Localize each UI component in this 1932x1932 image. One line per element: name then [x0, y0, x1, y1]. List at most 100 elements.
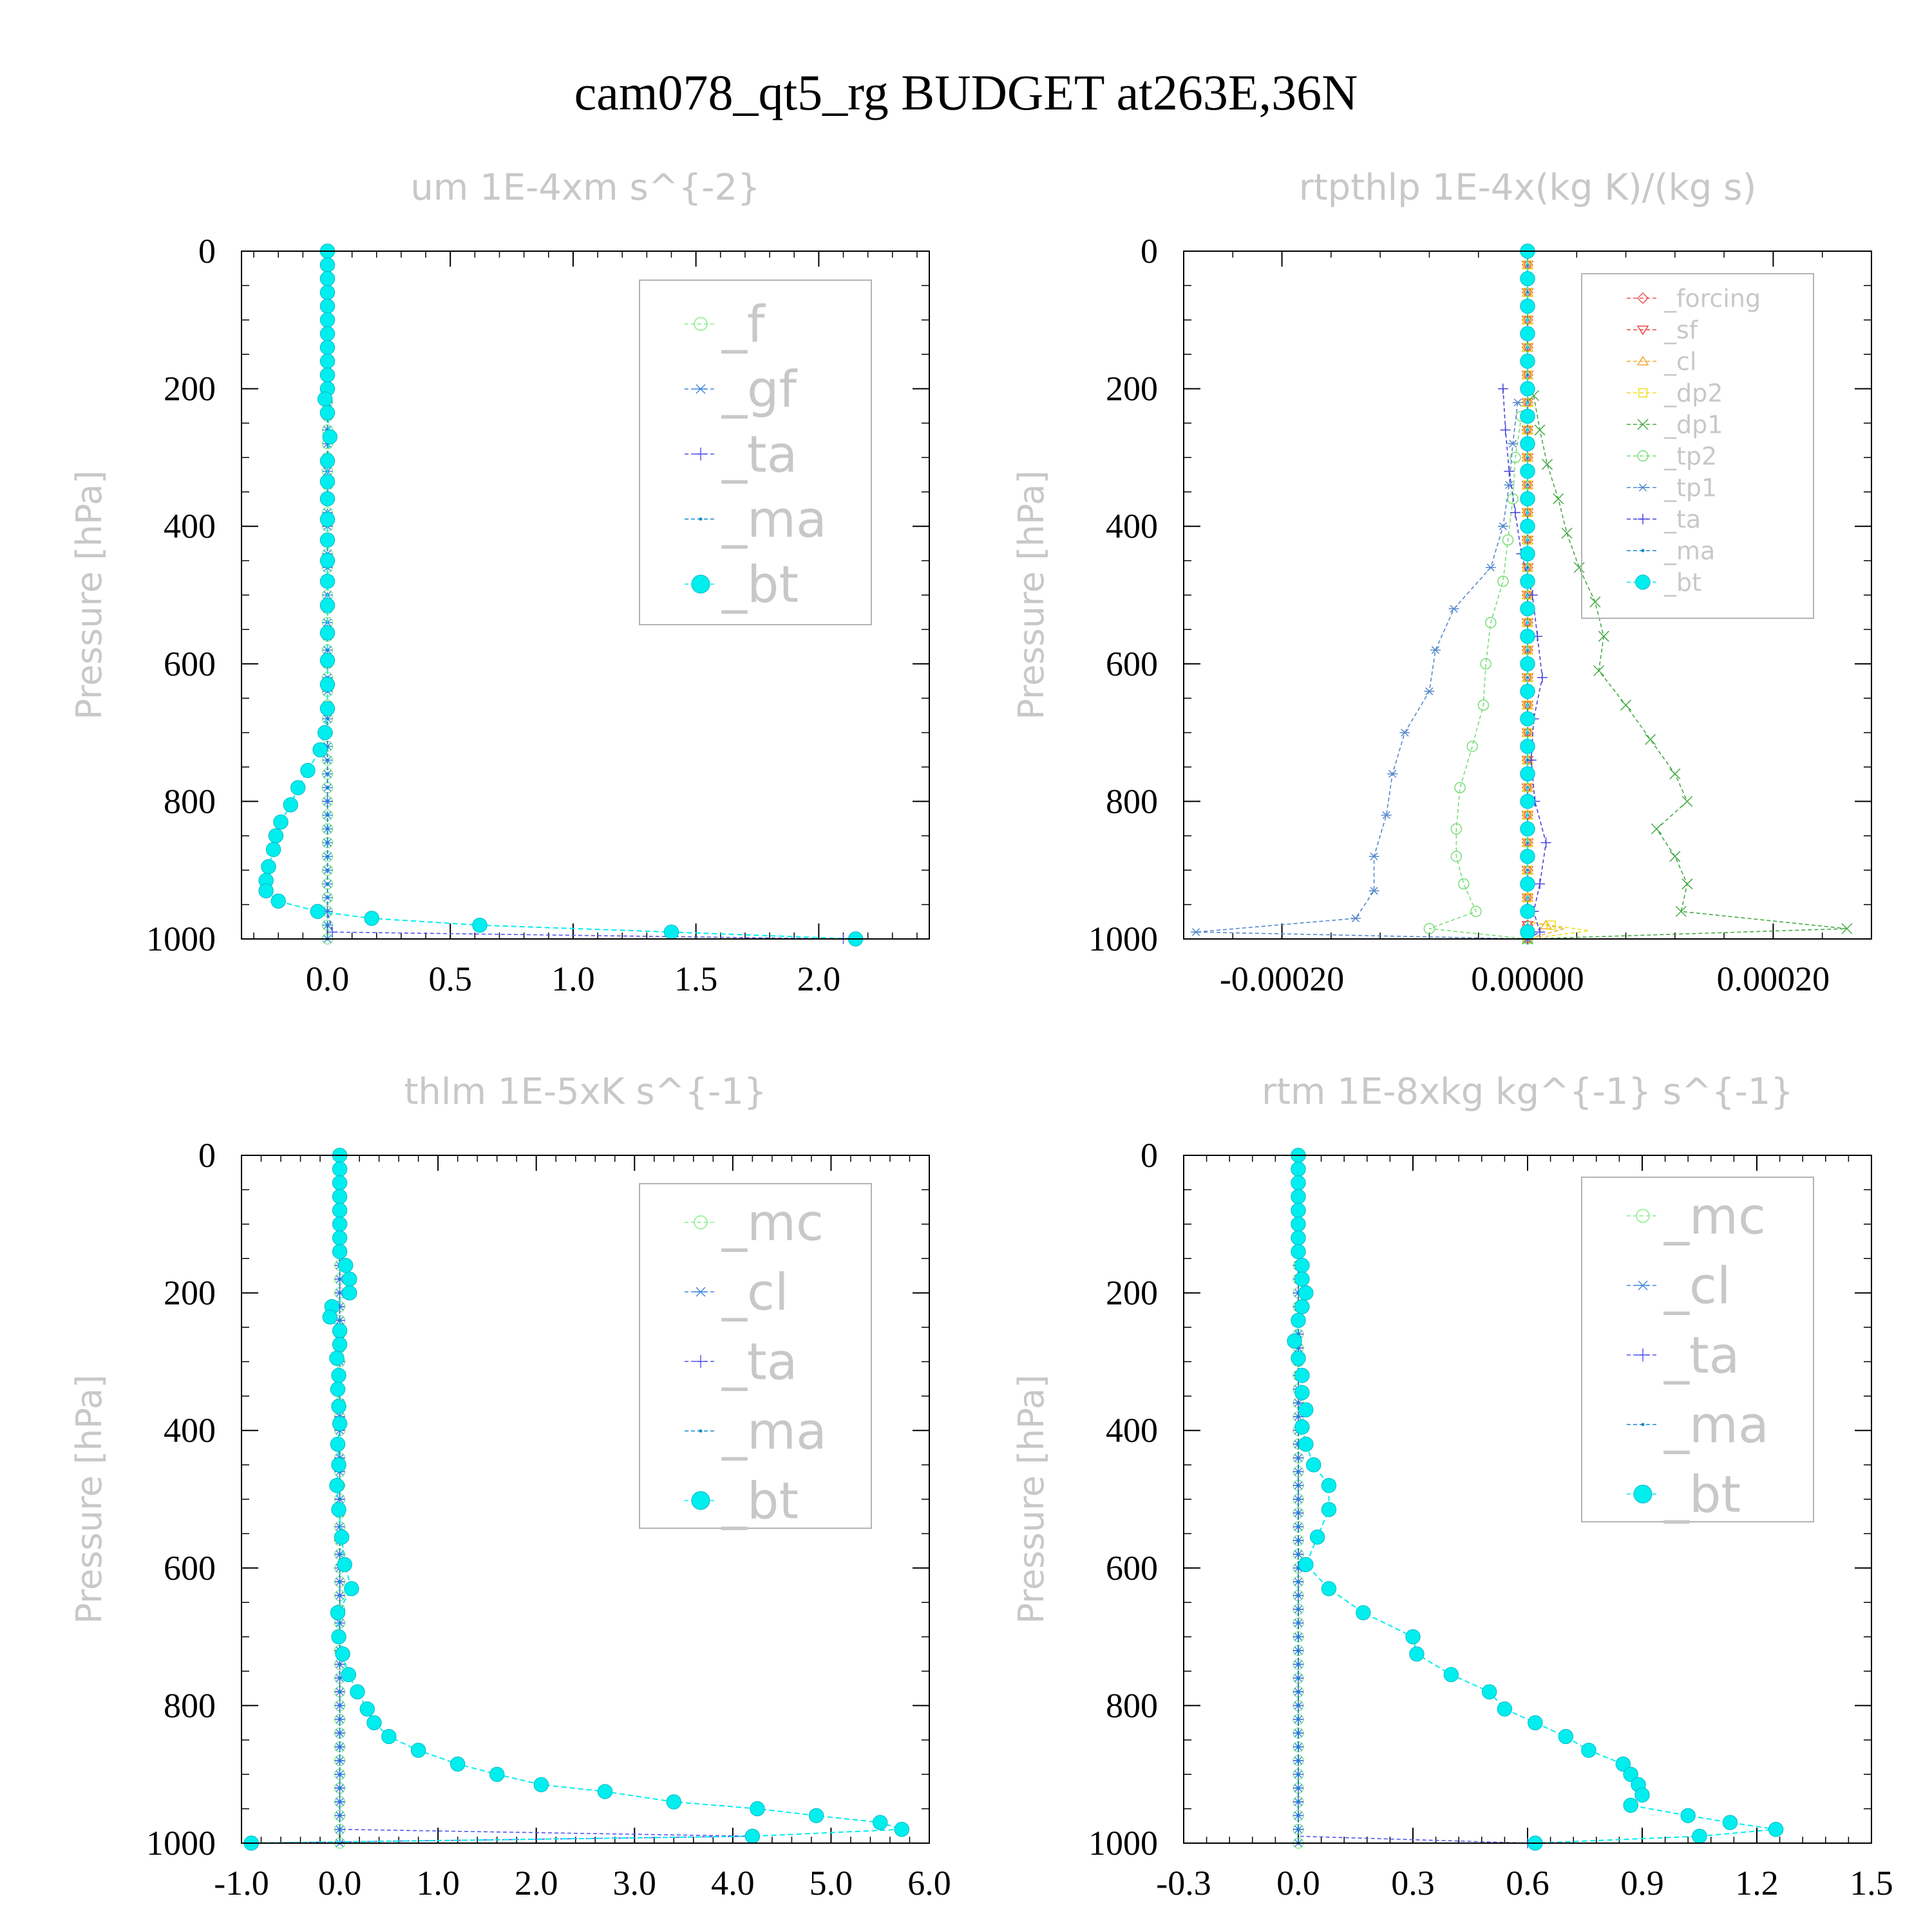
legend-item: _ma	[1627, 536, 1715, 565]
data-point	[338, 1318, 342, 1322]
series-line	[1196, 402, 1528, 940]
data-point	[1520, 546, 1535, 562]
y-tick-label: 200	[1106, 370, 1158, 408]
data-point	[319, 339, 336, 355]
legend-item: _bt	[685, 556, 799, 614]
data-point	[1296, 1800, 1300, 1804]
data-point	[270, 893, 286, 909]
data-point	[1485, 564, 1496, 572]
data-point	[338, 1621, 342, 1625]
data-point	[319, 532, 336, 548]
legend-marker	[1633, 1484, 1653, 1504]
data-point	[1321, 1477, 1337, 1493]
legend-item: _cl	[1627, 347, 1696, 375]
panel-2: rtpthlp 1E-4x(kg K)/(kg s) Pressure [hPa]…	[1011, 167, 1872, 998]
data-point	[1291, 1312, 1306, 1329]
data-point	[332, 1161, 348, 1177]
data-point	[1485, 616, 1497, 629]
legend-label: _mc	[1663, 1188, 1766, 1245]
y-tick-label: 400	[1106, 1411, 1158, 1450]
data-point	[342, 1285, 357, 1301]
x-tick-label: 0.0	[1276, 1864, 1320, 1902]
data-point	[366, 1715, 382, 1730]
data-point	[338, 1277, 342, 1281]
data-point	[750, 1801, 765, 1817]
data-point	[1520, 683, 1535, 699]
legend-item: _ta	[685, 1333, 797, 1391]
legend-marker	[691, 574, 710, 594]
legend-box	[1581, 1177, 1814, 1522]
data-point	[332, 1189, 348, 1204]
data-point	[1296, 1456, 1300, 1460]
data-point	[1296, 1525, 1300, 1529]
data-point	[1534, 424, 1546, 436]
legend-label: _bt	[721, 556, 799, 614]
data-point	[1291, 1189, 1306, 1204]
y-tick-label: 600	[164, 1549, 216, 1587]
data-point	[1768, 1821, 1784, 1837]
data-point	[1520, 381, 1535, 397]
data-point	[1526, 455, 1530, 459]
data-point	[331, 1399, 346, 1414]
data-point	[1296, 1828, 1300, 1832]
data-point	[1296, 1470, 1300, 1473]
x-tick-label: 1.0	[551, 960, 595, 998]
series-bt	[1520, 243, 1535, 940]
data-point	[1521, 591, 1534, 601]
panel-title: um 1E-4xm s^{-2}	[410, 167, 760, 209]
data-point	[1675, 905, 1687, 917]
data-point	[1722, 1815, 1738, 1830]
data-point	[1497, 522, 1508, 531]
data-point	[1443, 1667, 1459, 1683]
data-point	[1298, 1436, 1314, 1452]
data-point	[1502, 534, 1514, 546]
data-point	[1291, 1175, 1306, 1191]
data-point	[337, 1557, 352, 1573]
data-point	[338, 1814, 342, 1817]
data-point	[1294, 1271, 1310, 1287]
data-point	[1520, 766, 1535, 782]
legend-label: _ma	[721, 1403, 827, 1461]
y-tick-label: 400	[1106, 507, 1158, 545]
x-tick-label: 0.0	[318, 1864, 362, 1902]
legend-marker	[1636, 1349, 1649, 1361]
data-point	[1296, 1415, 1300, 1419]
data-point	[338, 1552, 342, 1556]
legend-label: _dp1	[1663, 410, 1723, 439]
legend-label: _ta	[1663, 505, 1701, 533]
data-point	[283, 797, 298, 813]
legend-label: _forcing	[1663, 284, 1761, 312]
y-axis-label: Pressure [hPa]	[1011, 470, 1052, 719]
data-point	[338, 1291, 342, 1295]
data-point	[319, 573, 336, 589]
data-point	[1841, 923, 1853, 934]
data-point	[1294, 1419, 1310, 1435]
legend-marker	[1636, 1209, 1650, 1223]
data-point	[341, 1667, 357, 1683]
data-point	[1368, 887, 1379, 895]
data-point	[472, 917, 488, 933]
data-point	[1296, 1580, 1300, 1584]
legend-marker	[1636, 292, 1649, 305]
y-tick-label: 200	[1106, 1274, 1158, 1312]
data-point	[1589, 596, 1601, 608]
data-point	[1296, 1745, 1300, 1748]
data-point	[332, 1337, 348, 1352]
data-point	[1296, 1649, 1300, 1653]
data-point	[1681, 795, 1693, 807]
data-point	[1294, 1368, 1310, 1383]
data-point	[1296, 1703, 1300, 1707]
data-point	[1520, 656, 1535, 672]
data-point	[1634, 1787, 1650, 1803]
legend-marker	[699, 517, 703, 521]
data-point	[1553, 493, 1564, 505]
legend-box	[639, 1183, 872, 1529]
data-point	[331, 1457, 346, 1473]
legend-label: _bt	[1663, 1466, 1741, 1524]
legend-marker	[694, 1355, 707, 1368]
panel-title: thlm 1E-5xK s^{-1}	[404, 1071, 766, 1113]
data-point	[326, 896, 329, 900]
legend-label: _bt	[721, 1472, 799, 1530]
data-point	[1546, 920, 1556, 930]
data-point	[1409, 1646, 1425, 1662]
